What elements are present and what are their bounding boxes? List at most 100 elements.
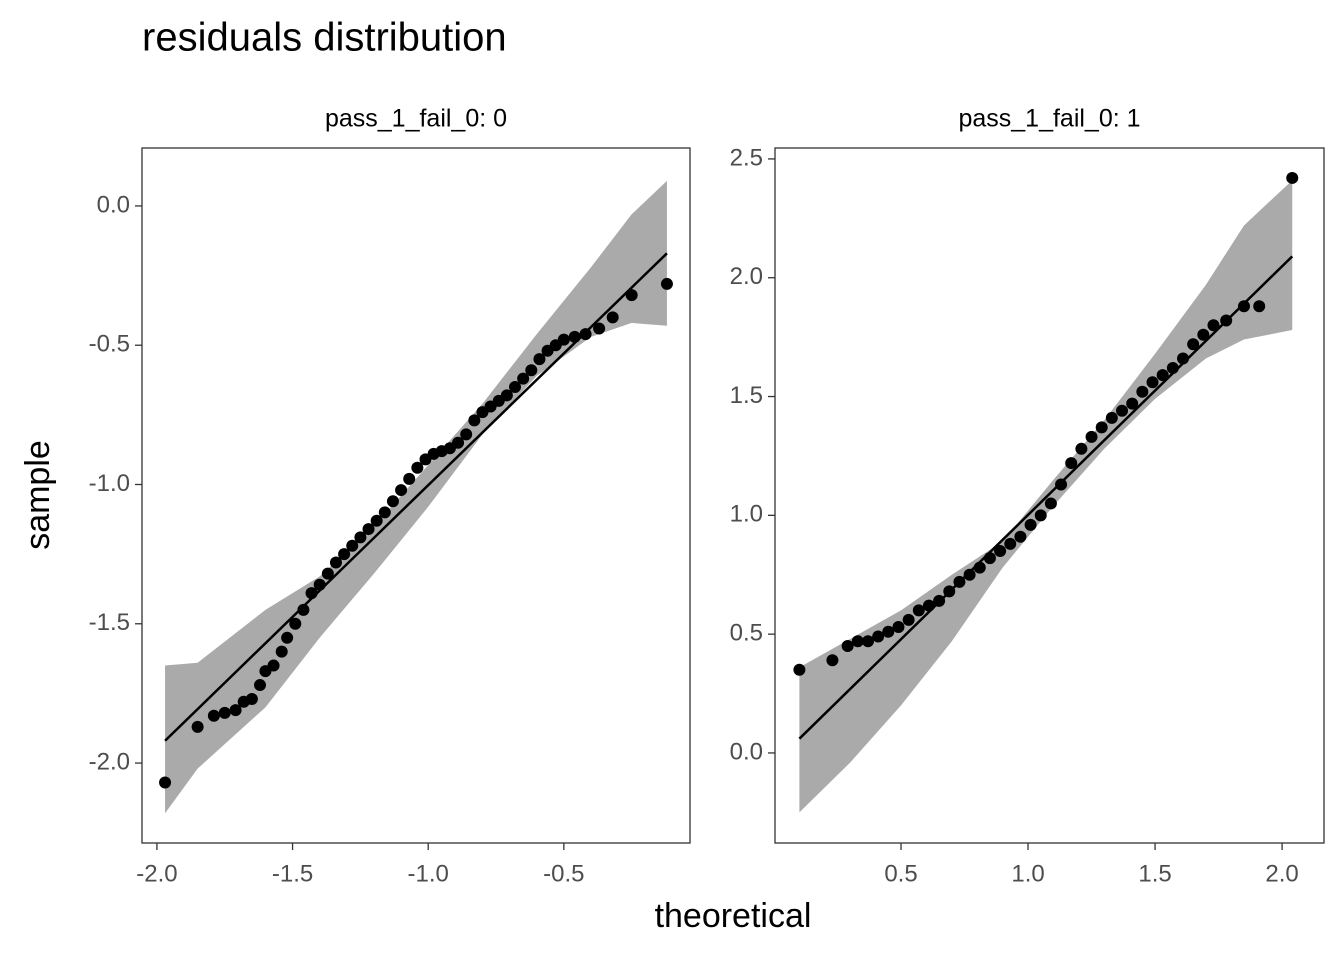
facet-title: pass_1_fail_0: 1 <box>958 105 1140 133</box>
point <box>517 372 530 385</box>
y-tick-label: -2.0 <box>89 748 130 775</box>
point <box>1136 385 1149 398</box>
point <box>557 333 570 346</box>
point <box>660 277 673 290</box>
point <box>606 311 619 324</box>
point <box>452 436 465 449</box>
point <box>861 635 874 648</box>
panel-border <box>141 147 691 844</box>
point <box>882 625 895 638</box>
point <box>305 587 318 600</box>
y-tick-label: -0.5 <box>89 331 130 358</box>
point <box>902 613 915 626</box>
point <box>509 381 522 394</box>
chart-title: residuals distribution <box>142 16 507 60</box>
point <box>1207 319 1220 332</box>
y-tick-label: 0.5 <box>730 619 763 646</box>
point <box>593 322 606 335</box>
y-tick-label: 2.5 <box>730 144 763 171</box>
point <box>1220 314 1233 327</box>
point <box>267 659 280 672</box>
x-tick-label: -1.5 <box>272 860 313 887</box>
point <box>568 330 581 343</box>
point <box>297 603 310 616</box>
y-tick-label: 1.0 <box>730 501 763 528</box>
reference-line <box>798 255 1294 740</box>
point <box>338 548 351 561</box>
point <box>625 289 638 302</box>
y-tick-label: 2.0 <box>730 263 763 290</box>
point <box>1237 300 1250 313</box>
point <box>329 556 342 569</box>
point <box>933 594 946 607</box>
y-tick-label: 1.5 <box>730 382 763 409</box>
point <box>1024 518 1037 531</box>
point <box>500 389 513 402</box>
point <box>793 663 806 676</box>
point <box>1095 421 1108 434</box>
point <box>275 645 288 658</box>
point <box>403 472 416 485</box>
point <box>1065 457 1078 470</box>
point <box>922 599 935 612</box>
point <box>378 506 391 519</box>
point <box>1286 171 1299 184</box>
x-tick-label: -2.0 <box>136 860 177 887</box>
point <box>229 704 242 717</box>
point <box>1055 478 1068 491</box>
point <box>1034 509 1047 522</box>
point <box>943 585 956 598</box>
panel-border <box>774 147 1325 844</box>
point <box>525 364 538 377</box>
point <box>460 428 473 441</box>
point <box>579 328 592 341</box>
point <box>851 635 864 648</box>
point <box>994 544 1007 557</box>
point <box>386 495 399 508</box>
point <box>362 523 375 536</box>
point <box>1116 404 1129 417</box>
point <box>912 604 925 617</box>
point <box>963 568 976 581</box>
point <box>281 631 294 644</box>
point <box>245 692 258 705</box>
x-tick-label: 1.0 <box>1011 860 1044 887</box>
x-tick-label: 2.0 <box>1265 860 1298 887</box>
point <box>1126 397 1139 410</box>
point <box>1105 411 1118 424</box>
x-axis-label: theoretical <box>655 897 812 935</box>
y-tick-label: -1.0 <box>89 470 130 497</box>
point <box>1075 442 1088 455</box>
point <box>1166 362 1179 375</box>
point <box>953 575 966 588</box>
point <box>1004 537 1017 550</box>
point <box>159 776 172 789</box>
point <box>973 561 986 574</box>
x-tick-label: 1.5 <box>1138 860 1171 887</box>
point <box>313 578 326 591</box>
point <box>370 514 383 527</box>
point <box>1146 376 1159 389</box>
point <box>892 621 905 634</box>
point <box>468 414 481 427</box>
point <box>321 567 334 580</box>
y-axis-label: sample <box>19 440 57 550</box>
point <box>1177 352 1190 365</box>
point <box>354 531 367 544</box>
point <box>191 720 204 733</box>
point <box>346 539 359 552</box>
point <box>1044 497 1057 510</box>
point <box>1014 530 1027 543</box>
point <box>289 617 302 630</box>
point <box>826 654 839 667</box>
point <box>1156 369 1169 382</box>
x-tick-label: -0.5 <box>543 860 584 887</box>
point <box>1187 338 1200 351</box>
point <box>254 679 267 692</box>
point <box>395 484 408 497</box>
point <box>841 640 854 653</box>
reference-line <box>164 252 668 742</box>
point <box>411 461 424 474</box>
point <box>872 630 885 643</box>
